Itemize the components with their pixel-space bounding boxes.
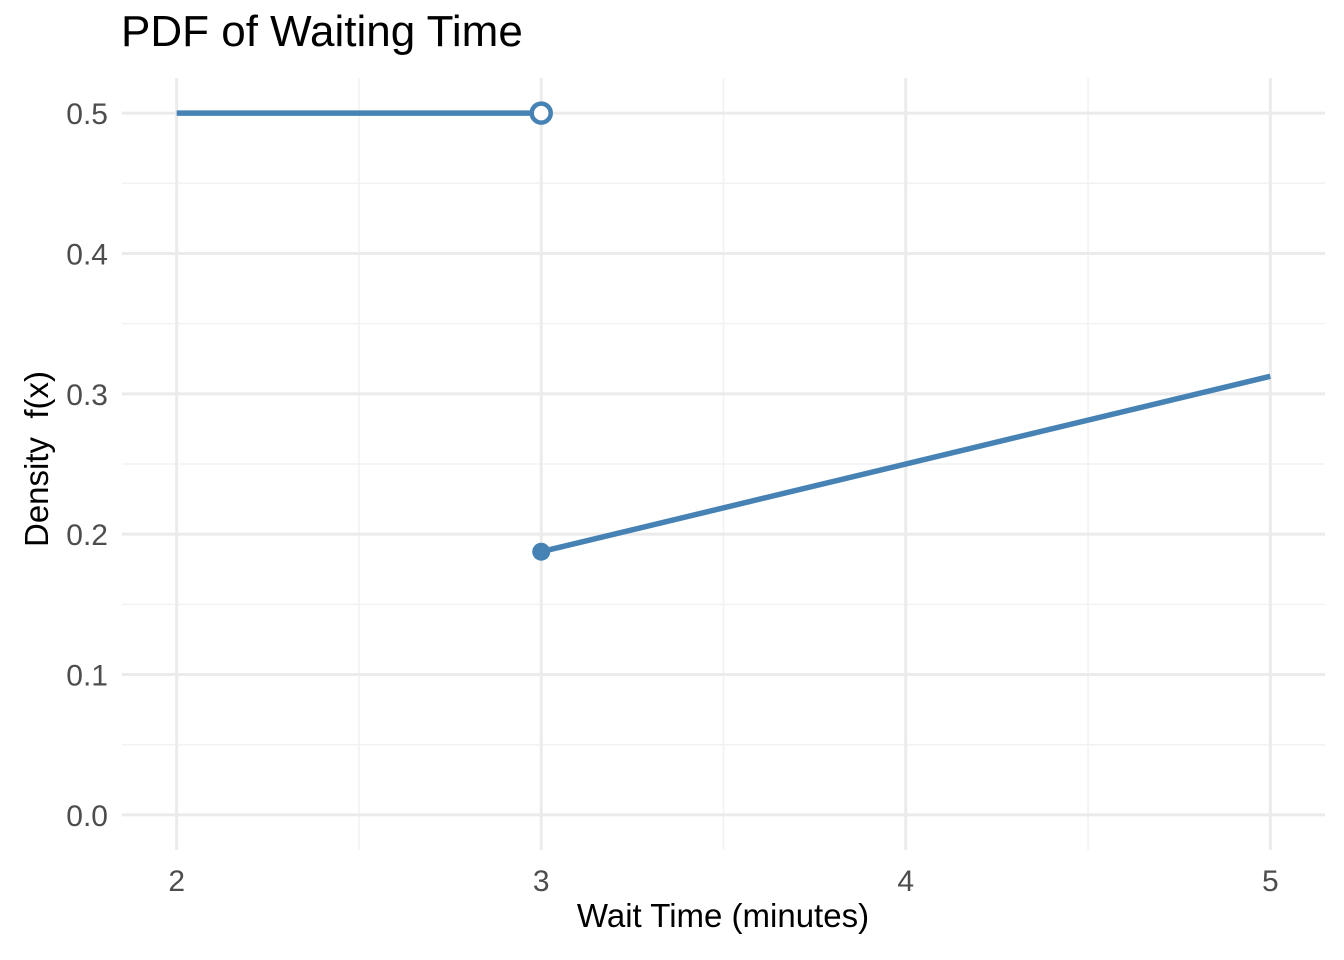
y-tick-label: 0.0 (66, 800, 108, 833)
chart-title: PDF of Waiting Time (121, 7, 523, 56)
x-axis-title: Wait Time (minutes) (576, 897, 870, 934)
y-tick-label: 0.5 (66, 98, 108, 131)
x-tick-label: 3 (533, 865, 550, 898)
y-tick-label: 0.4 (66, 238, 108, 271)
x-tick-label: 5 (1262, 865, 1279, 898)
y-tick-label: 0.2 (66, 519, 108, 552)
y-tick-label: 0.3 (66, 379, 108, 412)
y-tick-label: 0.1 (66, 660, 108, 693)
x-tick-label: 4 (897, 865, 914, 898)
x-tick-label: 2 (168, 865, 185, 898)
filled-endpoint-marker (532, 542, 551, 561)
pdf-rising-segment (540, 373, 1271, 555)
open-endpoint-marker (529, 101, 553, 125)
